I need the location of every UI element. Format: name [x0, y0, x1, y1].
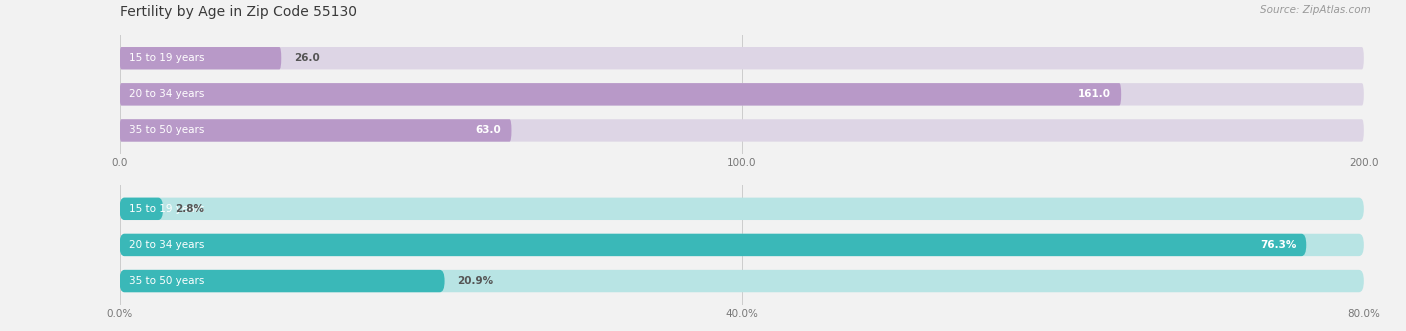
FancyBboxPatch shape: [120, 234, 1306, 256]
FancyBboxPatch shape: [120, 198, 1364, 220]
FancyBboxPatch shape: [120, 270, 1364, 292]
Text: 35 to 50 years: 35 to 50 years: [129, 125, 205, 135]
FancyBboxPatch shape: [120, 47, 281, 70]
FancyBboxPatch shape: [120, 47, 1364, 70]
Text: 20 to 34 years: 20 to 34 years: [129, 240, 205, 250]
Text: 76.3%: 76.3%: [1260, 240, 1296, 250]
Text: 20.9%: 20.9%: [457, 276, 494, 286]
Text: 15 to 19 years: 15 to 19 years: [129, 53, 205, 63]
Text: 26.0: 26.0: [294, 53, 319, 63]
FancyBboxPatch shape: [120, 83, 1121, 106]
Text: 63.0: 63.0: [475, 125, 502, 135]
FancyBboxPatch shape: [120, 119, 1364, 142]
FancyBboxPatch shape: [120, 83, 1364, 106]
Text: Fertility by Age in Zip Code 55130: Fertility by Age in Zip Code 55130: [120, 5, 357, 19]
Text: 2.8%: 2.8%: [176, 204, 204, 214]
Text: 20 to 34 years: 20 to 34 years: [129, 89, 205, 99]
FancyBboxPatch shape: [120, 198, 163, 220]
Text: 35 to 50 years: 35 to 50 years: [129, 276, 205, 286]
Text: 161.0: 161.0: [1078, 89, 1111, 99]
FancyBboxPatch shape: [120, 270, 444, 292]
Text: 15 to 19 years: 15 to 19 years: [129, 204, 205, 214]
Text: Source: ZipAtlas.com: Source: ZipAtlas.com: [1260, 5, 1371, 15]
FancyBboxPatch shape: [120, 234, 1364, 256]
FancyBboxPatch shape: [120, 119, 512, 142]
